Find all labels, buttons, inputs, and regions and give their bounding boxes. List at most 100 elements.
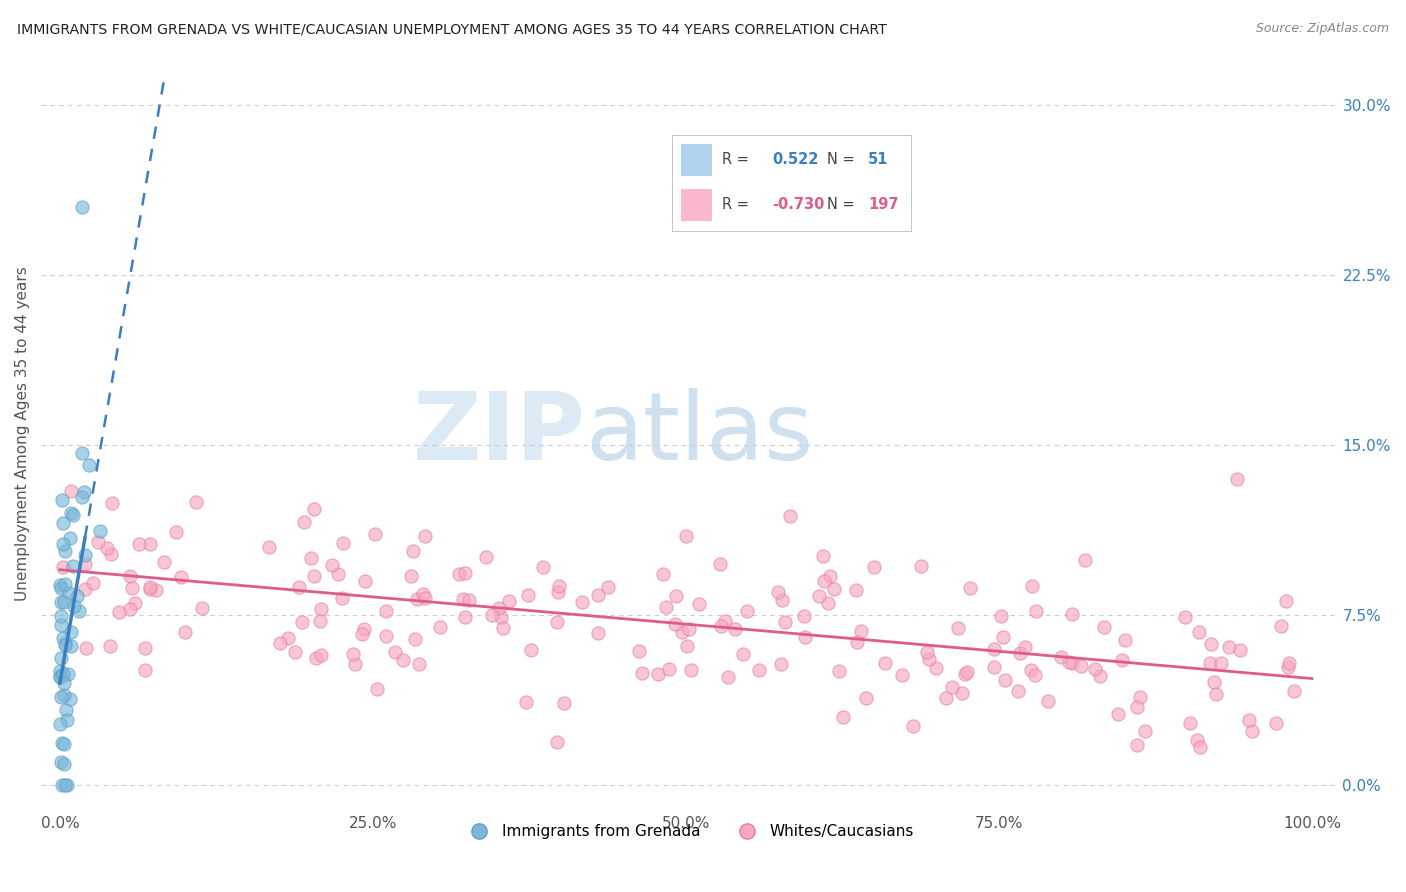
Y-axis label: Unemployment Among Ages 35 to 44 years: Unemployment Among Ages 35 to 44 years	[15, 267, 30, 601]
Point	[993, 630, 1015, 644]
Point	[170, 569, 193, 583]
Point	[120, 601, 142, 615]
Point	[1126, 738, 1149, 752]
Point	[291, 615, 314, 629]
Point	[875, 657, 897, 671]
Point	[328, 567, 350, 582]
Point	[492, 621, 515, 635]
Point	[458, 593, 481, 607]
Text: N =: N =	[827, 197, 855, 212]
Point	[89, 524, 111, 538]
Point	[305, 650, 328, 665]
Point	[152, 555, 174, 569]
Point	[406, 592, 429, 607]
Point	[1185, 733, 1208, 747]
Point	[52, 688, 75, 702]
Point	[284, 645, 307, 659]
Point	[546, 615, 568, 630]
Point	[344, 657, 367, 672]
Point	[481, 607, 503, 622]
Point	[519, 643, 541, 657]
Point	[489, 610, 512, 624]
Point	[1202, 674, 1225, 689]
Point	[51, 492, 73, 507]
Point	[63, 599, 86, 613]
Point	[350, 627, 373, 641]
Point	[515, 695, 537, 709]
Point	[52, 631, 75, 645]
Point	[735, 604, 758, 618]
Point	[946, 621, 969, 635]
Point	[53, 737, 76, 751]
Point	[454, 610, 477, 624]
Point	[925, 661, 948, 675]
Point	[671, 625, 693, 640]
Point	[56, 778, 79, 792]
Point	[139, 537, 162, 551]
Point	[845, 634, 868, 648]
Point	[77, 458, 100, 472]
Bar	[681, 189, 713, 221]
Point	[1050, 649, 1073, 664]
Point	[1019, 663, 1042, 677]
Point	[1226, 472, 1249, 486]
Point	[517, 588, 540, 602]
Point	[1025, 604, 1047, 618]
Point	[498, 593, 520, 607]
Point	[664, 616, 686, 631]
Point	[586, 625, 609, 640]
Point	[811, 549, 834, 564]
Point	[546, 735, 568, 749]
Point	[269, 636, 291, 650]
Point	[59, 625, 82, 640]
Point	[58, 585, 80, 599]
Point	[1060, 656, 1083, 670]
Point	[748, 663, 770, 677]
Text: N =: N =	[827, 152, 855, 167]
Point	[52, 537, 75, 551]
Point	[353, 622, 375, 636]
Point	[49, 595, 72, 609]
Point	[72, 446, 94, 460]
Point	[73, 548, 96, 562]
Point	[72, 200, 94, 214]
Point	[53, 638, 76, 652]
Point	[1135, 724, 1157, 739]
Point	[100, 547, 122, 561]
Point	[49, 717, 72, 731]
Point	[354, 574, 377, 589]
Point	[364, 527, 387, 541]
Point	[820, 569, 842, 583]
Point	[309, 615, 332, 629]
Point	[62, 508, 84, 523]
Point	[413, 529, 436, 543]
Point	[429, 620, 451, 634]
Point	[531, 560, 554, 574]
Point	[70, 490, 93, 504]
Point	[808, 589, 831, 603]
Point	[51, 608, 73, 623]
Point	[55, 703, 77, 717]
Text: Source: ZipAtlas.com: Source: ZipAtlas.com	[1256, 22, 1389, 36]
Point	[384, 645, 406, 659]
Point	[53, 577, 76, 591]
Point	[59, 506, 82, 520]
Point	[299, 550, 322, 565]
Point	[52, 560, 75, 574]
Point	[553, 696, 575, 710]
Point	[1240, 723, 1263, 738]
Point	[1092, 620, 1115, 634]
Point	[49, 664, 72, 678]
Point	[87, 534, 110, 549]
Point	[547, 584, 569, 599]
Point	[710, 619, 733, 633]
Point	[49, 756, 72, 770]
Point	[1090, 669, 1112, 683]
Point	[1278, 657, 1301, 671]
Point	[665, 589, 688, 603]
Point	[98, 639, 121, 653]
Point	[374, 604, 396, 618]
Point	[166, 524, 188, 539]
Point	[330, 591, 353, 605]
Point	[1265, 716, 1288, 731]
